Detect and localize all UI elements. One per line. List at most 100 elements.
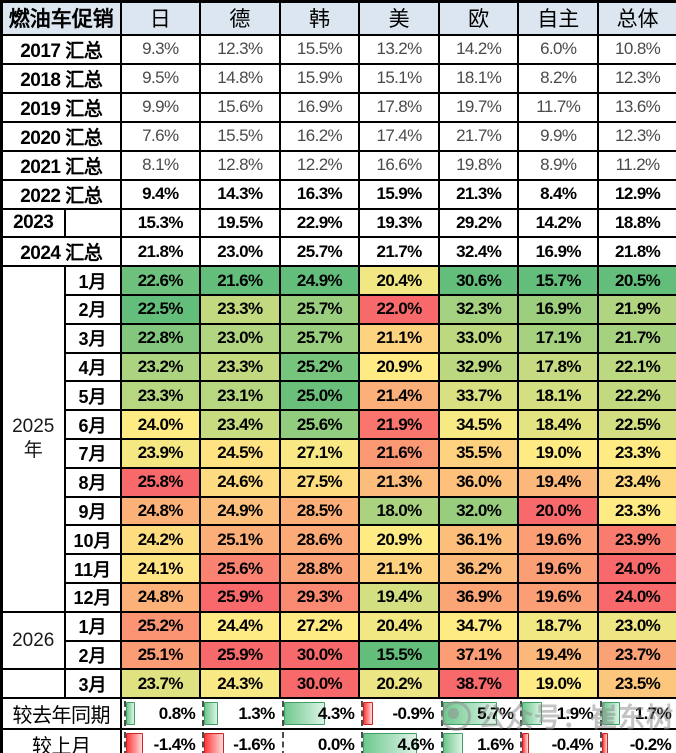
- column-header: 韩: [278, 0, 361, 36]
- bar-cell: 4.6%: [359, 728, 439, 753]
- heat-cell: 23.7%: [119, 668, 202, 700]
- heat-cell: 27.2%: [278, 610, 361, 642]
- heat-cell: 28.8%: [278, 553, 361, 585]
- heat-cell: 19.6%: [517, 582, 600, 613]
- table-row: 9月 24.8% 24.9% 28.5% 18.0% 32.0% 20.0% 23.3%: [2, 495, 676, 527]
- heat-cell: 25.8%: [119, 466, 202, 498]
- value-cell: 9.9%: [517, 120, 600, 152]
- heat-cell: 23.9%: [119, 438, 202, 469]
- value-cell: 9.4%: [119, 178, 202, 210]
- heat-cell: 30.6%: [437, 265, 520, 297]
- heat-cell: 21.9%: [358, 409, 440, 441]
- bar-axis: [281, 701, 284, 727]
- month-label: 9月: [63, 495, 122, 527]
- year-label: 2026: [0, 610, 66, 671]
- value-cell: 19.7%: [437, 91, 520, 123]
- table-row: 2018 汇总 9.5% 14.8% 15.9% 15.1% 18.1% 8.2% 12.3%: [0, 62, 676, 94]
- heat-cell: 23.0%: [597, 610, 676, 642]
- value-cell: 10.8%: [597, 33, 676, 65]
- heat-cell: 19.0%: [517, 668, 600, 700]
- heat-cell: 25.0%: [278, 380, 361, 412]
- heat-cell: 25.7%: [278, 294, 361, 325]
- table-row: 5月 23.3% 23.1% 25.0% 21.4% 33.7% 18.1% 22.2%: [2, 380, 676, 412]
- bar-axis: [600, 701, 603, 727]
- heat-cell: 25.6%: [199, 553, 281, 585]
- heat-cell: 32.3%: [437, 294, 520, 325]
- month-label: 3月: [63, 322, 122, 354]
- heat-cell: 19.4%: [517, 639, 600, 671]
- value-cell: 14.3%: [199, 178, 281, 210]
- month-label: 5月: [63, 380, 122, 412]
- value-cell: 19.8%: [437, 149, 520, 181]
- heat-cell: 33.7%: [437, 380, 520, 412]
- heat-cell: 33.0%: [437, 322, 520, 354]
- heat-cell: 25.2%: [278, 351, 361, 383]
- table-row: 4月 23.2% 23.3% 25.2% 20.9% 32.9% 17.8% 22.1%: [2, 351, 676, 383]
- heat-cell: 25.1%: [119, 639, 202, 671]
- heat-cell: 20.5%: [597, 265, 676, 297]
- comparison-value: 1.7%: [634, 703, 672, 723]
- bar-axis: [123, 732, 126, 753]
- bar-cell: -1.4%: [119, 728, 201, 753]
- bar-axis: [600, 732, 603, 753]
- bar-cell: -0.9%: [359, 697, 439, 731]
- heat-cell: 20.9%: [358, 351, 440, 383]
- bar-axis: [520, 701, 523, 727]
- heat-cell: 36.2%: [437, 553, 520, 585]
- heat-cell: 22.8%: [119, 322, 202, 354]
- value-cell: 15.5%: [199, 120, 281, 152]
- heat-cell: 25.6%: [278, 409, 361, 441]
- row-label-empty: [63, 207, 122, 239]
- heat-cell: 23.3%: [597, 438, 676, 469]
- comparison-value: 0.0%: [317, 734, 355, 753]
- heat-cell: 24.1%: [119, 553, 202, 585]
- heat-cell: 37.1%: [437, 639, 520, 671]
- value-cell: 14.8%: [199, 62, 281, 94]
- heat-cell: 18.4%: [517, 409, 600, 441]
- value-cell: 8.4%: [517, 178, 600, 210]
- value-cell: 29.2%: [437, 207, 520, 239]
- month-label: 10月: [63, 524, 122, 556]
- table-row: 6月 24.0% 23.4% 25.6% 21.9% 34.5% 18.4% 22.5%: [2, 409, 676, 441]
- heat-cell: 20.9%: [358, 524, 440, 556]
- value-cell: 11.7%: [517, 91, 600, 123]
- bar-axis: [361, 701, 364, 727]
- month-label: 2月: [63, 294, 122, 325]
- bar-cell: 0.0%: [279, 728, 360, 753]
- heat-cell: 15.5%: [358, 639, 440, 671]
- value-cell: 8.1%: [119, 149, 202, 181]
- comparison-value: 4.3%: [317, 703, 355, 723]
- value-cell: 25.7%: [278, 236, 361, 268]
- month-label: 2月: [63, 639, 122, 671]
- value-cell: 15.1%: [358, 62, 440, 94]
- heat-cell: 21.7%: [597, 322, 676, 354]
- table-row: 12月 24.8% 25.9% 29.3% 19.4% 36.9% 19.6% 24.0%: [2, 582, 676, 613]
- heat-cell: 20.4%: [358, 265, 440, 297]
- heat-cell: 16.9%: [517, 294, 600, 325]
- year-label-empty: [0, 668, 66, 700]
- table-row: 8月 25.8% 24.6% 27.5% 21.3% 36.0% 19.4% 23.4%: [2, 466, 676, 498]
- column-header: 美: [358, 0, 440, 36]
- heat-cell: 36.9%: [437, 582, 520, 613]
- heat-cell: 21.6%: [199, 265, 281, 297]
- heat-cell: 21.4%: [358, 380, 440, 412]
- heat-cell: 36.1%: [437, 524, 520, 556]
- value-cell: 9.9%: [119, 91, 202, 123]
- bar-axis: [281, 732, 284, 753]
- heat-cell: 25.1%: [199, 524, 281, 556]
- heat-cell: 28.5%: [278, 495, 361, 527]
- row-label: 2021 汇总: [0, 149, 122, 181]
- value-cell: 9.3%: [119, 33, 202, 65]
- heat-cell: 24.0%: [119, 409, 202, 441]
- column-header: 日: [119, 0, 202, 36]
- month-label: 7月: [63, 438, 122, 469]
- data-bar: [522, 733, 529, 753]
- heat-cell: 19.4%: [358, 582, 440, 613]
- value-cell: 9.5%: [119, 62, 202, 94]
- heat-cell: 18.0%: [358, 495, 440, 527]
- heat-cell: 24.3%: [199, 668, 281, 700]
- month-label: 12月: [63, 582, 122, 613]
- table-row: 3月 23.7% 24.3% 30.0% 20.2% 38.7% 19.0% 23.5%: [0, 668, 676, 700]
- heat-cell: 25.9%: [199, 639, 281, 671]
- table-row: 2020 汇总 7.6% 15.5% 16.2% 17.4% 21.7% 9.9% 12.3%: [0, 120, 676, 152]
